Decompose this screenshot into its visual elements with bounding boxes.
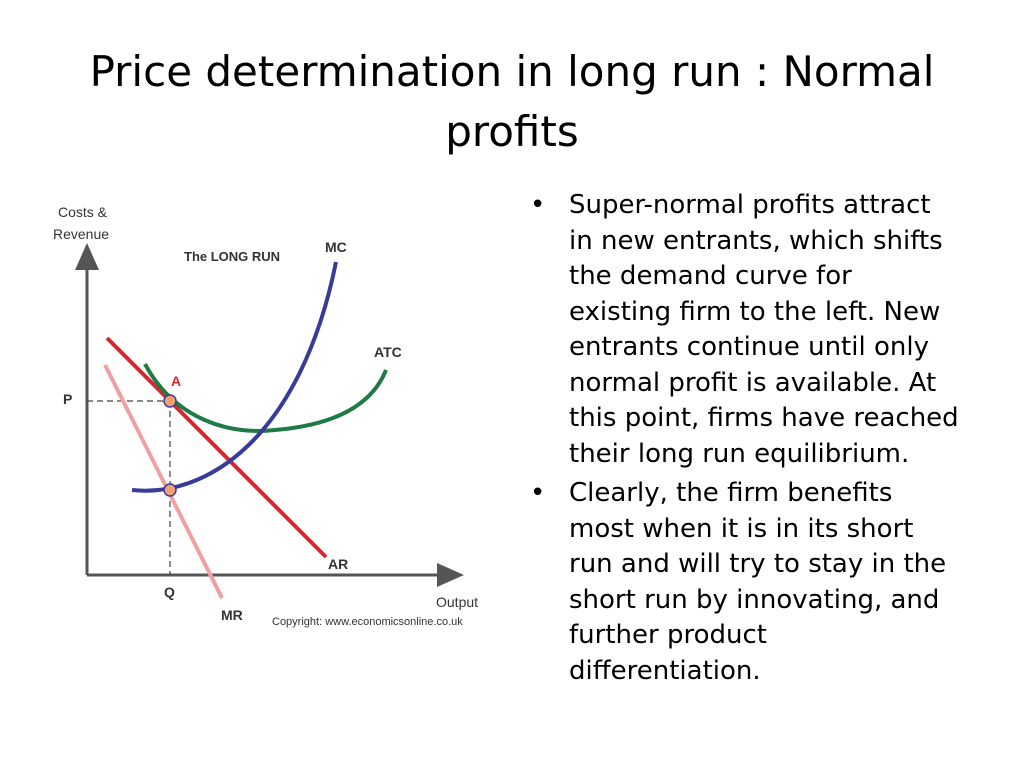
y-axis-label: Costs & [58,204,108,220]
point-label: P [63,391,72,407]
point-mc-mr [163,483,177,497]
point-label: A [171,373,181,389]
mr-curve [103,364,224,599]
curve-label: MR [221,607,243,623]
x-axis-label: Output [436,594,478,610]
point-label: Q [164,584,175,600]
point-a [163,394,177,408]
mc-curve [131,261,338,493]
y-axis-label: Revenue [53,226,109,242]
ar-curve [105,336,328,559]
bullet-text: Super-normal profits attract in new entr… [569,190,959,469]
atc-curve [143,363,388,433]
bullet-list: • Super-normal profits attract in new ent… [530,188,960,693]
copyright: Copyright: www.economicsonline.co.uk [272,616,463,628]
curve-label: ATC [374,344,402,360]
bullet-dot: • [530,190,546,220]
curve-label: MC [325,239,347,255]
curve-label: AR [328,556,348,572]
bullet-text: Clearly, the firm benefits most when it … [569,478,947,686]
bullet: • Super-normal profits attract in new ent… [530,188,960,472]
bullet: • Clearly, the firm benefits most when it… [530,476,960,689]
diagram: Costs & Revenue The LONG RUN MC ATC AR M… [53,204,478,628]
slide-title: Price determination in long run : Normal… [89,47,935,156]
diagram-heading: The LONG RUN [184,249,280,264]
bullet-dot: • [530,478,546,508]
